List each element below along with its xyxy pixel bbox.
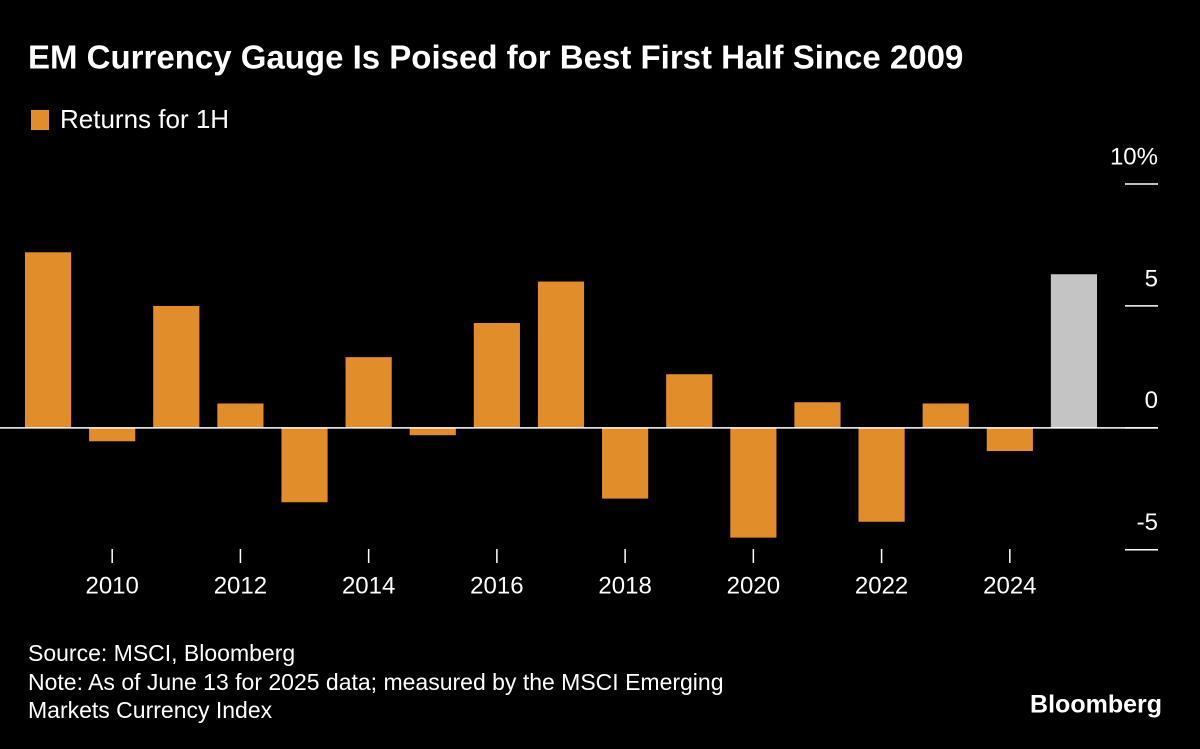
y-tick-label: 10%: [1110, 143, 1158, 170]
x-tick-label: 2020: [727, 572, 780, 599]
bar: [281, 427, 328, 503]
x-tick-label: 2010: [85, 572, 138, 599]
bar: [794, 402, 841, 428]
bar: [1050, 274, 1098, 428]
source: Source: MSCI, Bloomberg: [28, 640, 295, 666]
bar: [537, 281, 585, 428]
bar: [858, 427, 905, 522]
y-tick-label: 0: [1145, 387, 1158, 414]
bar: [730, 427, 777, 538]
bar: [89, 427, 136, 442]
bar: [602, 427, 649, 499]
x-tick-label: 2016: [470, 572, 523, 599]
bar: [922, 403, 969, 428]
bar: [345, 357, 392, 428]
x-tick-label: 2022: [855, 572, 908, 599]
bar: [153, 305, 200, 428]
bar: [986, 427, 1033, 452]
bar: [473, 323, 520, 428]
note: Markets Currency Index: [28, 697, 273, 723]
x-tick-label: 2014: [342, 572, 395, 599]
y-tick-label: 5: [1145, 265, 1158, 292]
y-tick-label: -5: [1137, 509, 1158, 536]
x-tick-label: 2024: [983, 572, 1036, 599]
bar: [409, 427, 456, 436]
note: Note: As of June 13 for 2025 data; measu…: [28, 669, 724, 695]
x-tick-label: 2018: [598, 572, 651, 599]
legend-swatch: [31, 110, 49, 130]
legend-label: Returns for 1H: [60, 104, 229, 134]
brand: Bloomberg: [1030, 691, 1162, 719]
bar: [24, 252, 72, 428]
bar: [217, 403, 264, 428]
chart-title: EM Currency Gauge Is Poised for Best Fir…: [28, 39, 963, 76]
bar: [666, 374, 713, 428]
x-tick-label: 2012: [214, 572, 267, 599]
